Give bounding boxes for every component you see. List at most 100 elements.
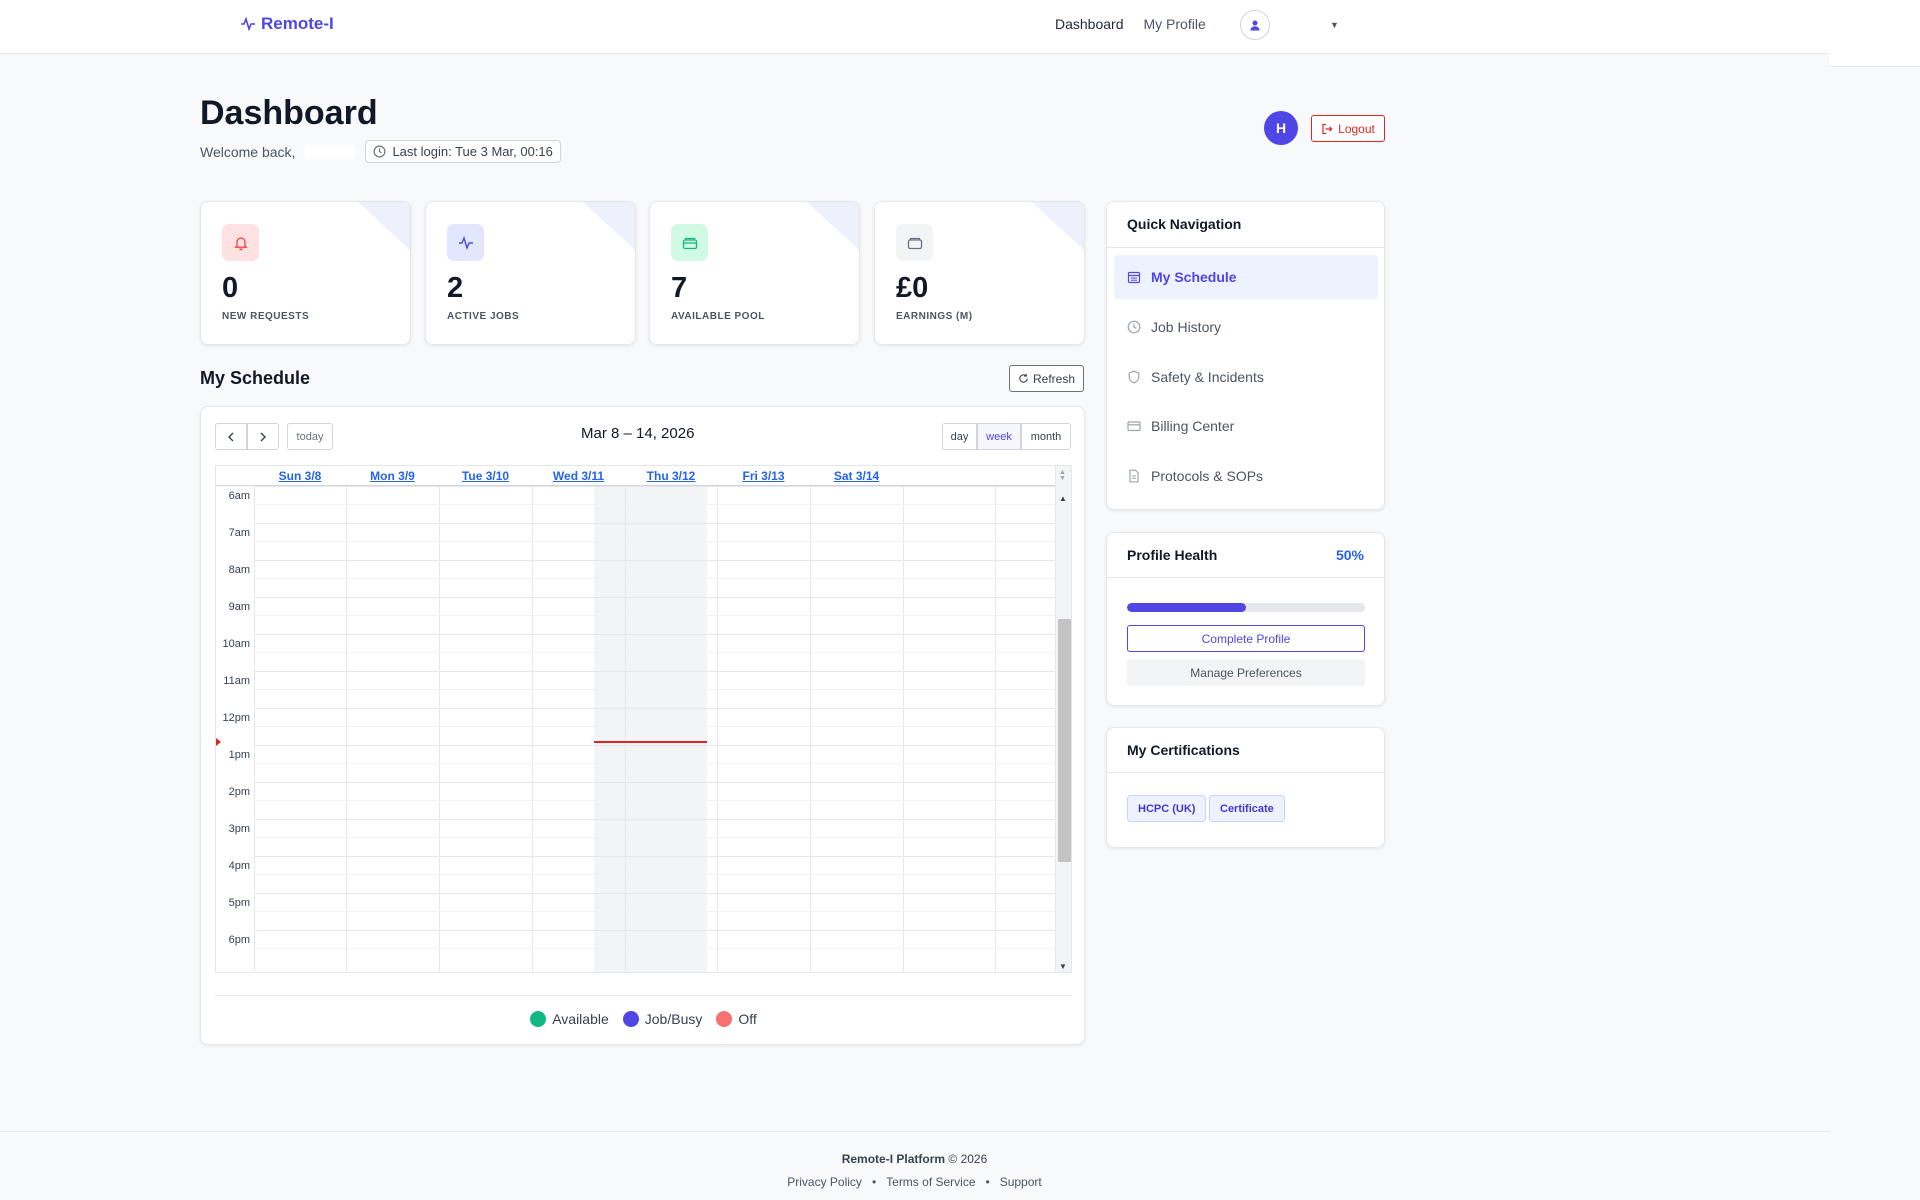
prev-week-button[interactable] [215,423,247,450]
legend-item-off: Off [716,1011,757,1027]
panel-header: Profile Health 50% [1107,533,1384,578]
scrollbar-thumb[interactable] [1058,619,1071,862]
chevron-down-icon: ▼ [1330,20,1339,30]
profile-health-percent: 50% [1335,547,1364,563]
grid-column-line [717,466,718,972]
chevron-left-icon [228,432,234,441]
stat-value: 0 [222,272,239,304]
nav-my-profile[interactable]: My Profile [1143,16,1206,32]
half-hour-line [254,837,1055,838]
top-navbar: Remote-I Dashboard My Profile ▼ [0,0,1829,54]
file-icon [1129,469,1139,483]
activity-icon [241,17,255,31]
scroll-up-icon[interactable]: ▲ ▼ [1059,469,1066,482]
user-name-redacted [1278,19,1322,31]
certification-badge[interactable]: HCPC (UK) [1127,795,1207,822]
logout-button[interactable]: Logout [1311,115,1385,142]
panel-title: Profile Health [1127,547,1218,563]
certifications-panel: My Certifications HCPC (UK) Certificate [1106,727,1385,848]
schedule-title: My Schedule [200,368,311,388]
refresh-label: Refresh [1032,371,1076,386]
scroll-arrow-down-icon[interactable]: ▼ [1059,962,1067,971]
complete-profile-button[interactable]: Complete Profile [1127,625,1365,652]
view-week-button[interactable]: week [977,423,1021,450]
stat-card-earnings[interactable]: £0 EARNINGS (M) [874,201,1085,345]
grid-column-line [995,466,996,972]
next-week-button[interactable] [247,423,279,450]
view-month-button[interactable]: month [1021,423,1071,450]
activity-icon [447,224,484,261]
hour-line [254,782,1055,783]
half-hour-line [254,652,1055,653]
manage-preferences-button[interactable]: Manage Preferences [1127,659,1365,686]
welcome-line: Welcome back, Last login: Tue 3 Mar, 00:… [200,140,561,163]
quick-nav-job-history[interactable]: Job History [1114,305,1378,349]
half-hour-line [254,689,1055,690]
half-hour-line [254,541,1055,542]
today-button[interactable]: today [287,423,333,450]
scroll-arrow-up-icon[interactable]: ▲ [1059,494,1067,503]
welcome-text: Welcome back, [200,143,296,160]
calendar-grid[interactable]: 6am 7am 8am 9am 10am 11am 12pm 1pm 2pm 3pm 4pm 5pm 6… [215,465,1072,973]
time-label: 5pm [228,897,250,909]
calendar-day-header: Sun 3/8 Mon 3/9 Tue 3/10 Wed 3/11 Thu 3/12 Fr… [216,466,1055,486]
stat-card-active-jobs[interactable]: 2 ACTIVE JOBS [425,201,636,345]
panel-header: Quick Navigation [1107,202,1384,248]
quick-nav-my-schedule[interactable]: My Schedule [1114,255,1378,299]
grid-column-line [903,466,904,972]
quick-nav-label: My Schedule [1151,269,1237,285]
grid-column-line [439,466,440,972]
footer: Remote-I Platform © 2026 Privacy Policy … [0,1131,1829,1200]
refresh-icon [1019,373,1028,383]
half-hour-line [254,800,1055,801]
stat-card-available-pool[interactable]: 7 AVAILABLE POOL [649,201,860,345]
navbar-extension [1829,0,1920,67]
quick-nav-protocols-sops[interactable]: Protocols & SOPs [1114,454,1378,498]
time-gutter-line [254,466,255,972]
today-column-highlight [594,486,707,972]
time-label: 3pm [228,823,250,835]
wallet-icon [896,224,933,261]
user-menu[interactable]: ▼ [1240,10,1339,40]
footer-terms-link[interactable]: Terms of Service [886,1175,976,1189]
profile-health-panel: Profile Health 50% Complete Profile Mana… [1106,532,1385,706]
grid-column-line [346,466,347,972]
hour-line [254,745,1055,746]
footer-support-link[interactable]: Support [999,1175,1042,1189]
avatar[interactable]: H [1264,111,1298,145]
stat-label: ACTIVE JOBS [447,311,520,322]
day-header-2[interactable]: Tue 3/10 [461,469,510,483]
day-header-5[interactable]: Fri 3/13 [742,469,785,483]
now-indicator-arrow-icon [216,738,221,746]
hour-line [254,856,1055,857]
half-hour-line [254,763,1055,764]
quick-nav-billing-center[interactable]: Billing Center [1114,404,1378,448]
day-header-4[interactable]: Thu 3/12 [646,469,696,483]
footer-privacy-link[interactable]: Privacy Policy [787,1175,862,1189]
brand-name: Remote-I [261,14,334,33]
clock-icon [1127,320,1141,334]
legend-dot [716,1011,733,1027]
time-label: 1pm [228,749,250,761]
day-header-0[interactable]: Sun 3/8 [278,469,322,483]
grid-column-line [532,466,533,972]
logout-label: Logout [1338,121,1375,136]
time-label: 11am [223,675,250,687]
nav-dashboard[interactable]: Dashboard [1055,16,1124,32]
user-icon [1240,10,1270,40]
certification-badge[interactable]: Certificate [1209,795,1285,822]
day-header-1[interactable]: Mon 3/9 [370,469,415,483]
hour-line [254,893,1055,894]
view-day-button[interactable]: day [942,423,977,450]
day-header-6[interactable]: Sat 3/14 [833,469,880,483]
stat-card-new-requests[interactable]: 0 NEW REQUESTS [200,201,411,345]
brand-logo[interactable]: Remote-I [240,14,334,34]
stat-label: AVAILABLE POOL [671,311,765,322]
day-header-3[interactable]: Wed 3/11 [552,469,605,483]
calendar-icon [1127,271,1141,284]
grid-column-line [625,466,626,972]
refresh-button[interactable]: Refresh [1009,365,1084,392]
wallet-icon [671,224,708,261]
time-label: 2pm [228,786,250,798]
quick-nav-safety-incidents[interactable]: Safety & Incidents [1114,355,1378,399]
